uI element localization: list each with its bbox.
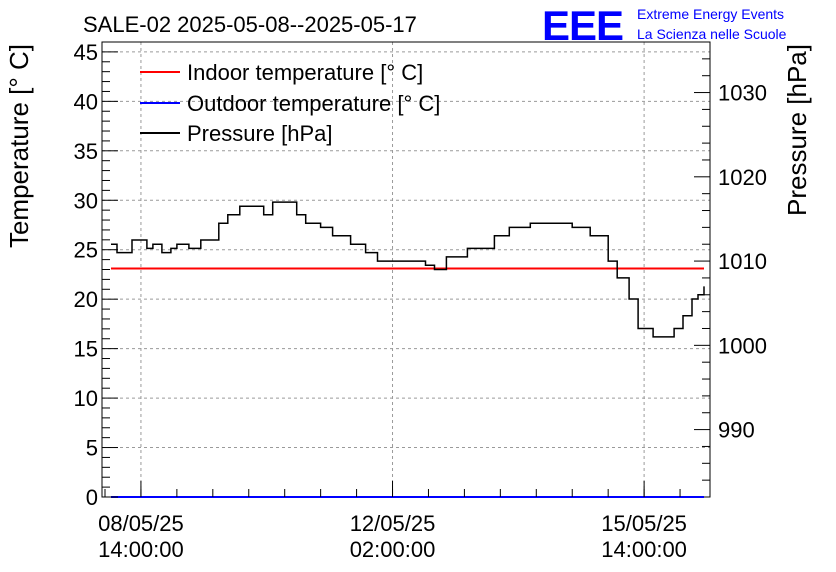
chart-title: SALE-02 2025-05-08--2025-05-17 — [83, 12, 417, 37]
legend-label-outdoor: Outdoor temperature [° C] — [187, 91, 440, 116]
x-tick-label-date: 12/05/25 — [350, 511, 436, 536]
y2-tick-label: 1010 — [718, 249, 767, 274]
y-tick-label: 5 — [86, 436, 98, 461]
x-tick-label-date: 15/05/25 — [601, 511, 687, 536]
y-tick-label: 15 — [74, 337, 98, 362]
pressure-line — [111, 201, 705, 338]
logo-line-1: Extreme Energy Events — [637, 6, 784, 22]
y2-tick-label: 1030 — [718, 81, 767, 106]
x-tick-label-time: 14:00:00 — [98, 537, 184, 562]
y-tick-label: 40 — [74, 89, 98, 114]
tick-labels: 0 5 10 15 20 25 30 35 40 45 990 1000 1010 1020 1030 08/… — [74, 40, 767, 562]
x-tick-label-time: 14:00:00 — [601, 537, 687, 562]
x-tick-label-date: 08/05/25 — [98, 511, 184, 536]
y-tick-label: 30 — [74, 188, 98, 213]
y2-axis-label: Pressure [hPa] — [782, 44, 812, 216]
x-tick-label-time: 02:00:00 — [350, 537, 436, 562]
y-tick-label: 10 — [74, 386, 98, 411]
y-axis-label: Temperature [° C] — [4, 44, 34, 248]
y-tick-label: 0 — [86, 485, 98, 510]
legend-label-pressure: Pressure [hPa] — [187, 121, 333, 146]
legend-label-indoor: Indoor temperature [° C] — [187, 60, 423, 85]
y2-tick-label: 1020 — [718, 165, 767, 190]
legend: Indoor temperature [° C] Outdoor tempera… — [140, 60, 440, 146]
eee-logo: EEE — [542, 2, 623, 49]
axis-ticks — [102, 51, 710, 498]
y-tick-label: 25 — [74, 238, 98, 263]
y-tick-label: 45 — [74, 40, 98, 65]
y2-tick-label: 990 — [718, 418, 755, 443]
y2-tick-label: 1000 — [718, 333, 767, 358]
y-tick-label: 20 — [74, 287, 98, 312]
series-lines — [111, 201, 705, 498]
logo-line-2: La Scienza nelle Scuole — [637, 26, 787, 42]
y-tick-label: 35 — [74, 139, 98, 164]
grid-lines — [102, 42, 710, 497]
